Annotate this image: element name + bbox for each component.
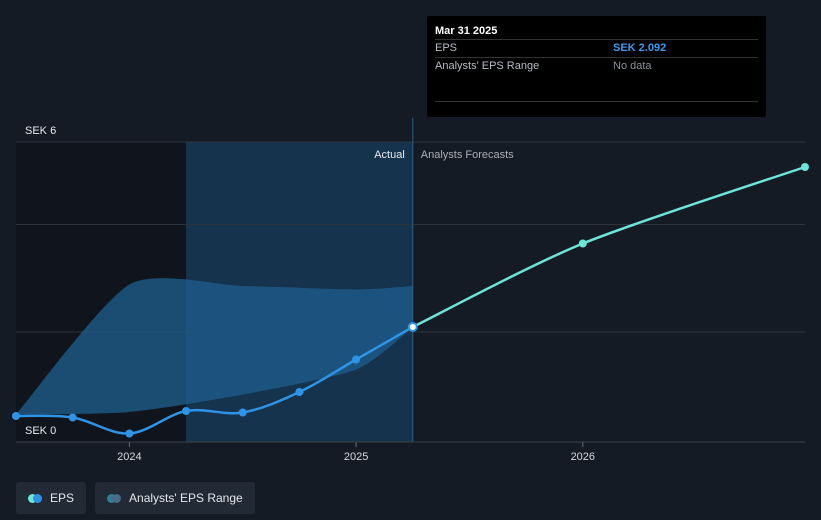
- tooltip-row-range: Analysts' EPS Range No data: [435, 57, 758, 75]
- tooltip-eps-value: SEK 2.092: [613, 42, 667, 54]
- eps-legend-icon: [28, 493, 42, 503]
- legend-range-label: Analysts' EPS Range: [129, 491, 243, 505]
- tooltip-divider: [435, 101, 758, 102]
- tooltip-row-eps: EPS SEK 2.092: [435, 39, 758, 57]
- tooltip-eps-label: EPS: [435, 42, 458, 54]
- legend-item-eps-range[interactable]: Analysts' EPS Range: [95, 482, 255, 514]
- x-tick-label-0: 2024: [117, 451, 141, 463]
- legend-eps-label: EPS: [50, 491, 75, 505]
- x-tick-label-2: 2026: [571, 451, 595, 463]
- forecast-point-1: [578, 239, 587, 248]
- tooltip-range-value: No data: [613, 60, 652, 72]
- eps-chart: Actual Analysts Forecasts SEK 6 SEK 0 2024 20…: [12, 118, 809, 463]
- eps-point-0: [12, 412, 20, 420]
- eps-point-2: [125, 429, 134, 438]
- tooltip: Mar 31 2025 EPS SEK 2.092 Analysts' EPS …: [427, 16, 766, 117]
- y-tick-label-max: SEK 6: [25, 125, 56, 137]
- range-legend-icon: [107, 493, 122, 503]
- forecast-point-2: [801, 163, 809, 171]
- range-dot-icon: [107, 493, 117, 503]
- x-tick-label-1: 2025: [344, 451, 368, 463]
- actual-section-label: Actual: [374, 149, 405, 161]
- eps-forecast-line: [412, 165, 806, 329]
- tooltip-range-label: Analysts' EPS Range: [435, 60, 540, 72]
- y-tick-label-min: SEK 0: [25, 425, 56, 437]
- eps-point-5: [295, 388, 304, 396]
- legend-item-eps[interactable]: EPS: [16, 482, 87, 514]
- eps-point-3: [182, 407, 191, 415]
- legend: EPS Analysts' EPS Range: [16, 482, 255, 514]
- eps-dot-icon: [28, 493, 37, 503]
- eps-range-band: [16, 278, 413, 415]
- eps-point-4: [238, 408, 247, 417]
- eps-dot-icon-2: [33, 493, 42, 503]
- range-dot-icon-2: [112, 493, 122, 503]
- eps-point-6: [352, 355, 361, 364]
- forecast-section-label: Analysts Forecasts: [421, 149, 514, 161]
- eps-point-7: [407, 322, 418, 332]
- tooltip-date: Mar 31 2025: [435, 25, 498, 37]
- eps-point-1: [68, 413, 77, 422]
